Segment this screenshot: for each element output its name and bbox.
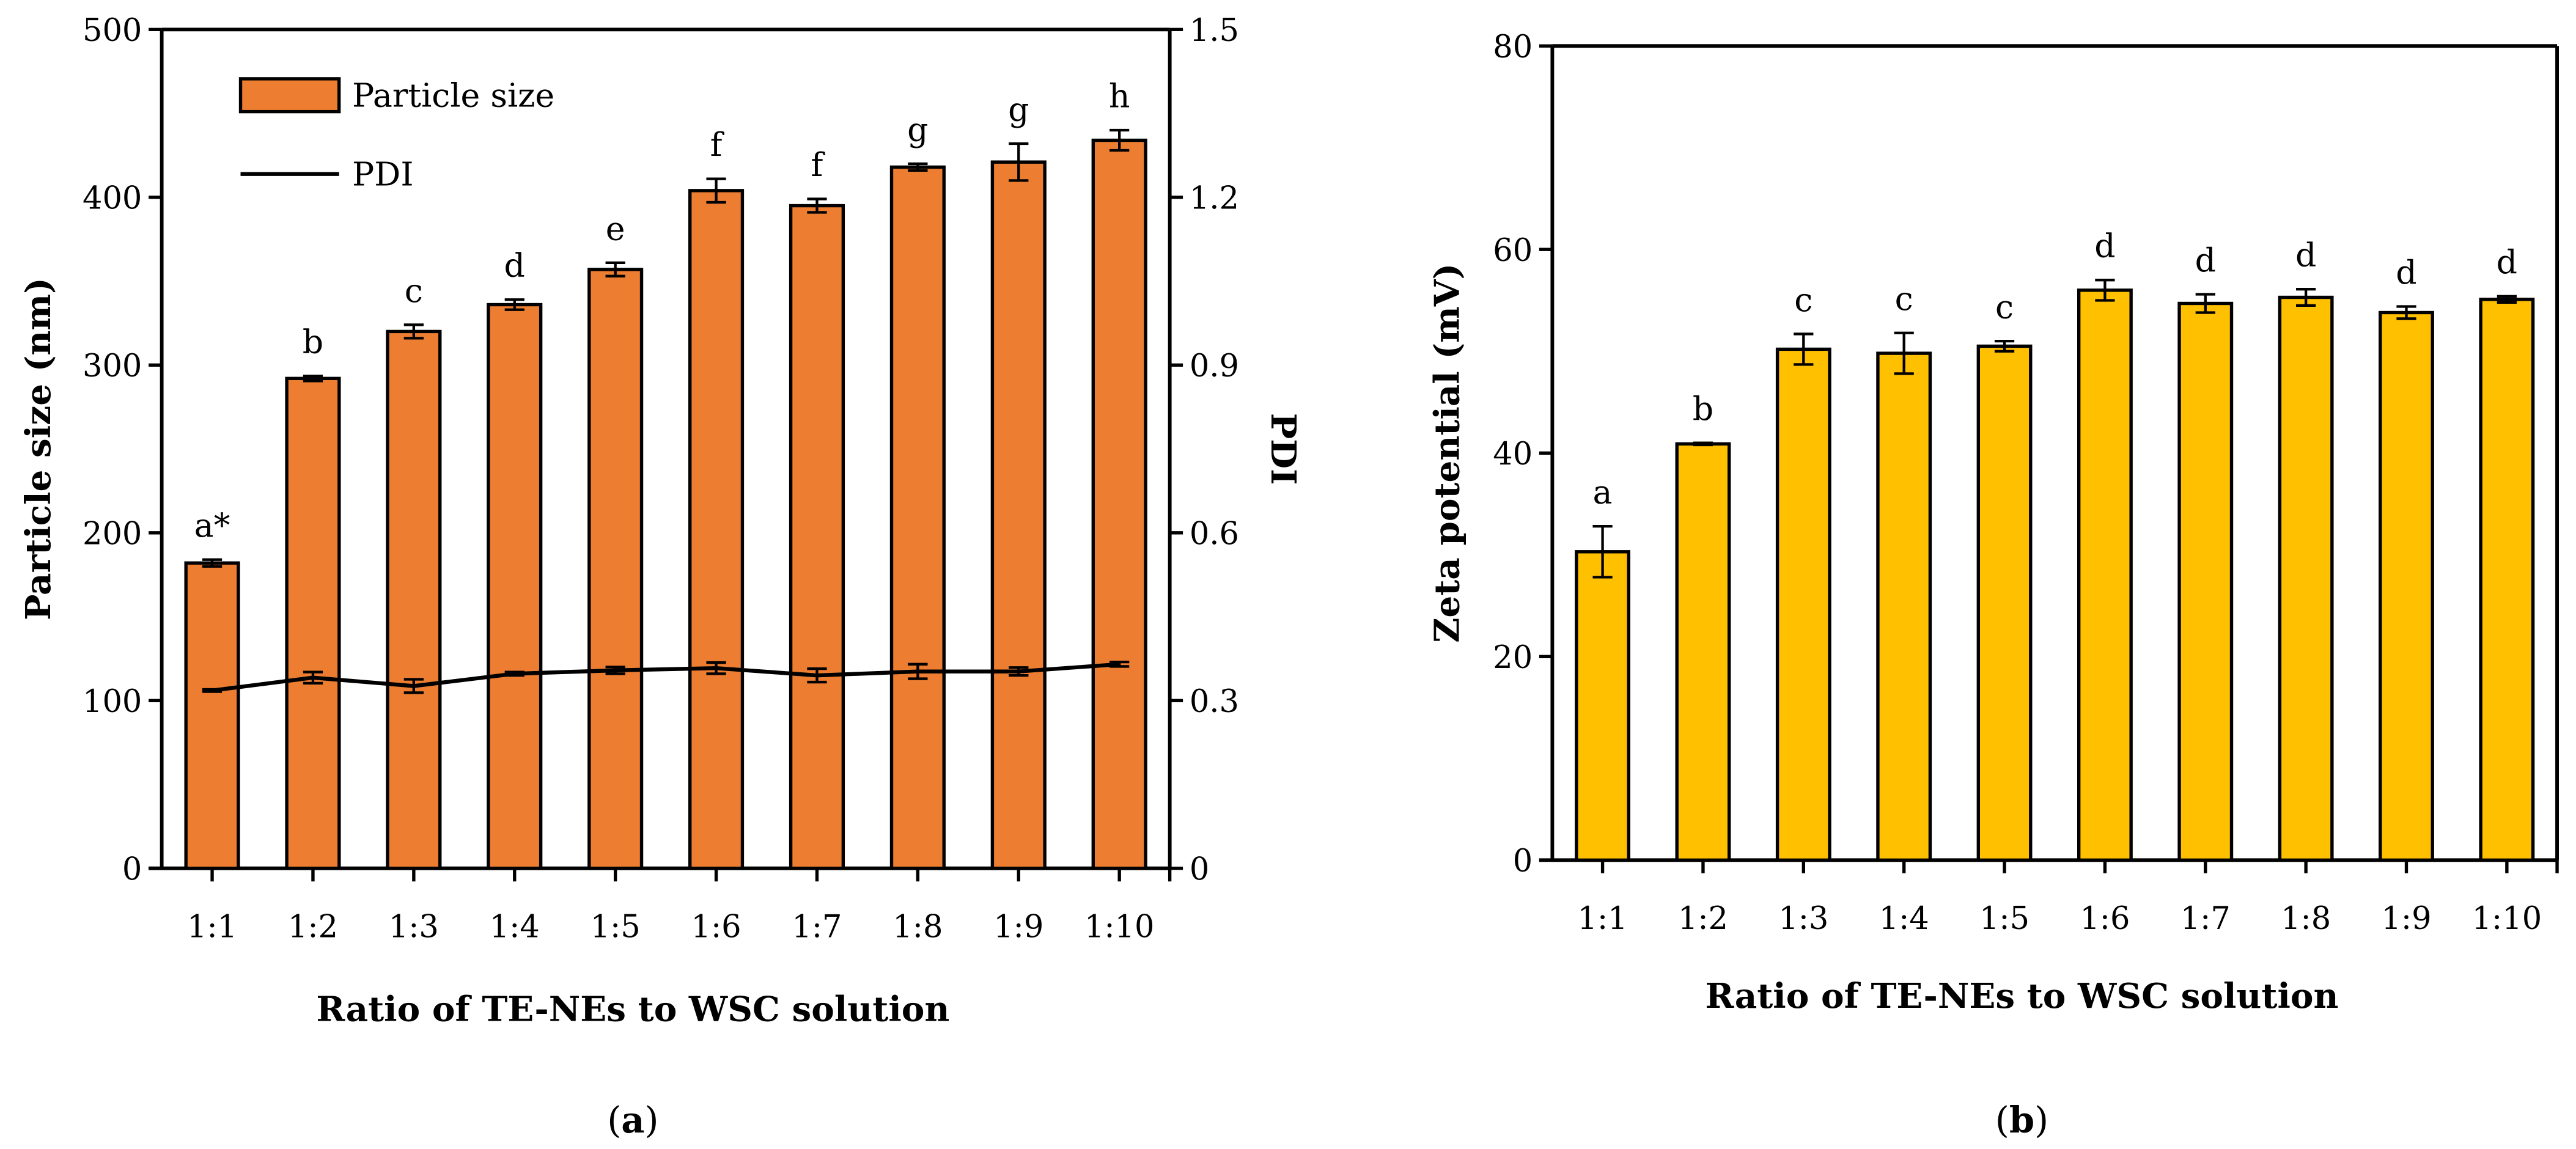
bar-1-9 — [2379, 310, 2434, 862]
significance-letter: d — [504, 246, 525, 285]
significance-letter: b — [303, 323, 323, 361]
x-tick-label: 1:7 — [792, 909, 842, 945]
bar-1-10 — [2479, 298, 2535, 862]
y-tick-label: 0 — [122, 852, 142, 888]
significance-letter: f — [811, 145, 826, 184]
bar-1-4 — [487, 303, 543, 870]
x-tick-label: 1:1 — [187, 909, 237, 945]
panel-caption: (b) — [1995, 1099, 2048, 1141]
y2-tick-label: 0.3 — [1190, 684, 1239, 720]
significance-letter: c — [1794, 281, 1812, 319]
chart-a: 0 100 200 300 400 500 0 0.3 0.6 0.9 1.2 1.5 PDI 1:1 1:… — [18, 13, 1303, 1141]
bar-1-2 — [1675, 442, 1731, 862]
significance-letter: d — [2094, 227, 2115, 265]
y2-tick-label: 0.6 — [1190, 516, 1239, 552]
y-tick-label: 300 — [83, 348, 142, 384]
x-tick-label: 1:3 — [1778, 901, 1828, 937]
bar-1-5 — [587, 268, 644, 870]
y-axis-title: Zeta potential (mV) — [1427, 263, 1467, 643]
x-tick-label: 1:8 — [892, 909, 943, 945]
x-tick-label: 1:2 — [288, 909, 338, 945]
y-tick-label: 80 — [1493, 29, 1533, 65]
bar-1-8 — [889, 165, 946, 870]
panel-label: b — [2009, 1099, 2034, 1141]
significance-letter: d — [2396, 253, 2416, 292]
y2-tick-label: 0 — [1190, 852, 1209, 888]
legend-label-particle-size: Particle size — [352, 76, 554, 115]
significance-letter: h — [1109, 76, 1130, 115]
panel-caption: (a) — [607, 1099, 658, 1141]
significance-letter: c — [1895, 279, 1913, 318]
x-tick-label: 1:5 — [1979, 901, 2030, 937]
significance-letter: d — [2295, 236, 2316, 274]
bar-1-1 — [184, 561, 240, 870]
bar-1-3 — [386, 329, 442, 870]
y-tick-label: 200 — [83, 516, 142, 552]
significance-letter: g — [907, 110, 928, 149]
x-tick-label: 1:7 — [2180, 901, 2231, 937]
legend-label-pdi: PDI — [352, 155, 413, 193]
bar-1-9 — [990, 160, 1047, 870]
bar-1-2 — [285, 376, 341, 870]
x-tick-label: 1:10 — [2472, 901, 2542, 937]
y-tick-label: 100 — [83, 684, 142, 720]
y-axis-title: Particle size (nm) — [18, 277, 59, 620]
y-tick-label: 60 — [1493, 233, 1533, 269]
x-tick-label: 1:5 — [591, 909, 641, 945]
y-tick-label: 500 — [83, 13, 142, 49]
significance-letter: a* — [194, 506, 230, 545]
y2-tick-label: 1.5 — [1190, 13, 1239, 49]
x-tick-label: 1:4 — [1879, 901, 1929, 937]
bar-1-7 — [2177, 301, 2234, 862]
pdi-line — [212, 662, 1120, 692]
x-tick-label: 1:8 — [2281, 901, 2331, 937]
bar-1-4 — [1876, 351, 1932, 862]
significance-letter: c — [405, 271, 423, 310]
x-tick-label: 1:4 — [490, 909, 540, 945]
legend-swatch-particle-size — [238, 77, 341, 114]
significance-letter: f — [710, 125, 725, 164]
significance-letter: a — [1593, 473, 1613, 512]
x-tick-label: 1:2 — [1678, 901, 1728, 937]
y2-tick-label: 1.2 — [1190, 181, 1239, 217]
y2-tick-label: 0.9 — [1190, 348, 1239, 384]
significance-letter: b — [1693, 389, 1713, 428]
bar-1-8 — [2278, 295, 2334, 862]
x-tick-label: 1:6 — [691, 909, 742, 945]
bar-1-5 — [1976, 344, 2033, 862]
panel-label: a — [621, 1099, 644, 1141]
x-tick-label: 1:9 — [993, 909, 1043, 945]
x-axis-title: Ratio of TE-NEs to WSC solution — [1706, 976, 2339, 1016]
x-tick-label: 1:1 — [1578, 901, 1628, 937]
bar-1-1 — [1575, 550, 1631, 862]
y-tick-label: 20 — [1493, 640, 1533, 676]
y-tick-label: 400 — [83, 181, 142, 217]
bar-1-3 — [1775, 347, 1831, 862]
y2-axis-title: PDI — [1263, 413, 1303, 485]
bar-1-6 — [2077, 288, 2133, 862]
x-tick-label: 1:6 — [2080, 901, 2130, 937]
x-axis-title: Ratio of TE-NEs to WSC solution — [316, 989, 949, 1030]
bar-1-7 — [789, 204, 845, 870]
significance-letter: g — [1008, 90, 1029, 128]
y-tick-label: 0 — [1513, 843, 1533, 879]
bar-1-6 — [688, 189, 745, 870]
x-tick-label: 1:10 — [1084, 909, 1155, 945]
x-tick-label: 1:9 — [2381, 901, 2431, 937]
significance-letter: d — [2497, 243, 2517, 281]
significance-letter: d — [2195, 241, 2216, 279]
significance-letter: c — [1995, 287, 2014, 326]
x-tick-label: 1:3 — [389, 909, 439, 945]
y-tick-label: 40 — [1493, 436, 1533, 472]
chart-b: 0 20 40 60 80 1:1 1:2 1:3 1:4 1:5 1:6 1:7 1:8 1:9 1:10… — [1427, 29, 2559, 1141]
significance-letter: e — [606, 209, 625, 248]
bar-1-10 — [1091, 138, 1147, 870]
